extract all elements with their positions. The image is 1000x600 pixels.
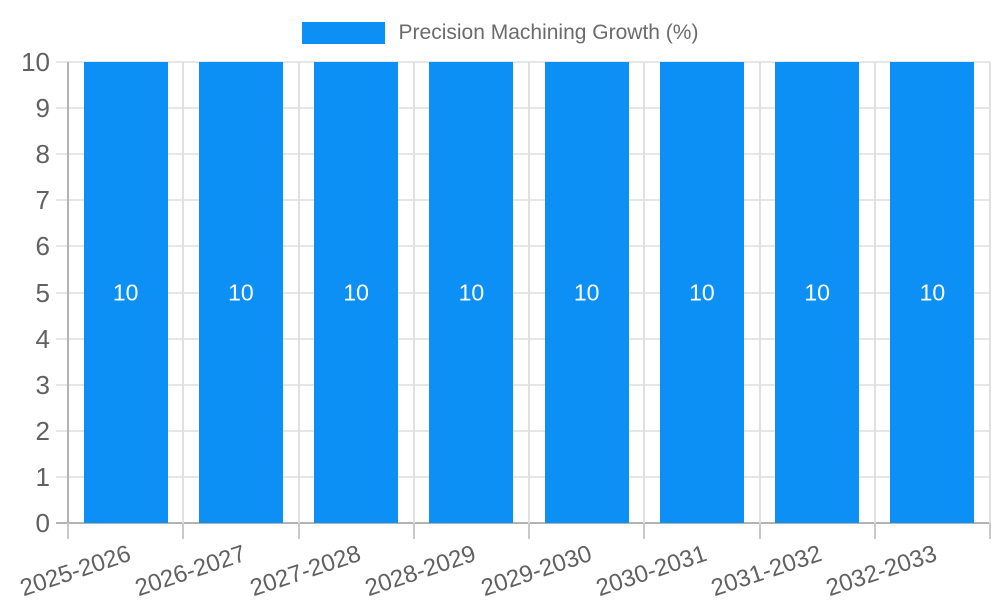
y-axis-tick-label: 1 [35,461,50,492]
y-axis-line [67,62,69,523]
gridline-vertical [528,62,530,523]
bar-value-label: 10 [228,279,254,305]
plot-area: 0 1 2 3 4 5 6 7 8 9 10 10 10 10 10 10 10 10 10 2025-2026 202… [16,47,991,600]
gridline-vertical [412,62,415,523]
y-axis-tick-label: 9 [35,93,50,124]
x-axis-tick [297,523,300,539]
y-axis-tick-label: 8 [35,139,50,170]
bar[interactable]: 10 [429,62,514,523]
x-axis-tick [412,523,415,539]
bar[interactable]: 10 [198,62,283,523]
bar[interactable]: 10 [544,62,629,523]
y-axis-tick-label: 3 [35,369,50,400]
gridline-horizontal [56,61,990,63]
y-axis-tick-label: 10 [21,47,50,77]
bar-value-label: 10 [458,279,485,305]
y-axis-tick-label: 2 [35,415,50,446]
x-axis-tick [528,523,530,539]
bar[interactable]: 10 [314,62,399,523]
gridline-vertical [297,62,300,523]
gridline-horizontal [56,107,990,110]
y-axis-tick-label: 7 [35,185,50,216]
bar[interactable]: 10 [659,62,744,523]
y-axis-tick-label: 6 [35,231,50,262]
gridline-vertical [989,62,991,523]
gridline-horizontal [56,245,990,248]
gridline-horizontal [56,383,990,386]
bar[interactable]: 10 [890,62,975,523]
bar-value-label: 10 [919,279,946,305]
bar-value-label: 10 [573,279,600,305]
legend-label: Precision Machining Growth (%) [398,21,699,44]
chart-legend: Precision Machining Growth (%) [0,21,1000,45]
x-axis-baseline [56,522,990,524]
gridline-vertical [758,62,761,523]
bar-value-label: 10 [112,279,139,305]
legend-swatch-icon [301,22,385,44]
gridline-horizontal [56,429,990,432]
gridline-vertical [182,62,185,523]
y-axis-tick-label: 5 [35,277,50,308]
bar[interactable]: 10 [775,62,860,523]
x-axis-tick [758,523,761,539]
gridline-vertical [873,62,876,523]
bar-value-label: 10 [689,279,715,305]
bar-value-label: 10 [804,279,830,305]
x-axis-tick [873,523,876,539]
y-axis-tick-label: 4 [35,323,50,354]
gridline-horizontal [56,199,990,202]
bar[interactable]: 10 [83,62,168,523]
x-axis-tick [643,523,646,539]
gridline-horizontal [56,291,990,294]
bar-value-label: 10 [343,279,369,305]
x-axis-tick [989,523,991,539]
gridline-horizontal [56,337,990,340]
y-axis-tick-label: 0 [35,508,50,538]
gridline-horizontal [56,475,990,478]
x-axis-tick [67,523,69,539]
gridline-horizontal [56,153,990,156]
gridline-vertical [643,62,646,523]
x-axis-tick [182,523,185,539]
